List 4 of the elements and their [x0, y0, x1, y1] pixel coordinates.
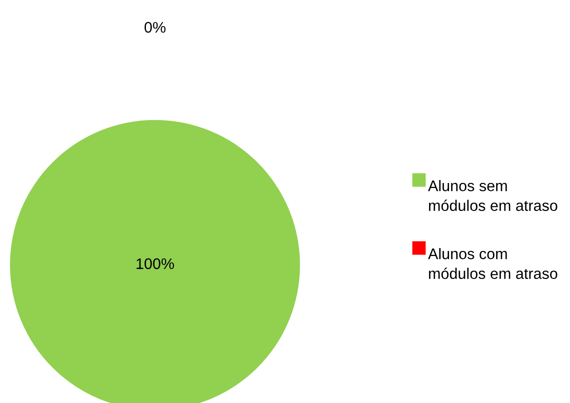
data-label: 100% — [136, 258, 174, 270]
text: 0% — [144, 22, 166, 33]
legend-label: Alunos sem módulos em atraso — [428, 180, 558, 211]
legend-label: Alunos com módulos em atraso — [428, 248, 558, 279]
